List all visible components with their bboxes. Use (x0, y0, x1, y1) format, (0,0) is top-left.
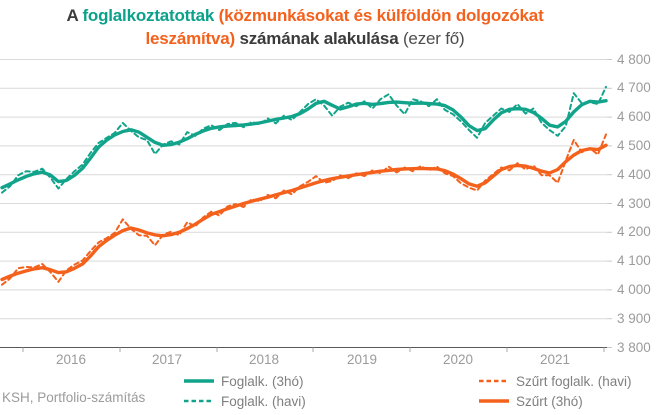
series-line-dashed-teal (1, 85, 607, 194)
legend-label: Szűrt (3hó) (516, 393, 583, 409)
title-segment: (közmunkásokat és külföldön dolgozókat (214, 6, 544, 25)
dashed-line-swatch-icon (184, 399, 214, 403)
y-axis-label: 4 100 (617, 253, 651, 269)
legend-item-foglalk-havi-[interactable]: Foglalk. (havi) (183, 391, 306, 411)
y-axis-label: 4 400 (617, 166, 651, 182)
title-segment: (ezer fő) (398, 28, 465, 48)
title-segment: leszámítva) (145, 28, 236, 48)
y-axis-label: 3 900 (617, 310, 651, 326)
legend-label: Foglalk. (3hó) (221, 373, 304, 389)
title-segment: foglalkoztatottak (82, 6, 215, 25)
x-axis-label: 2021 (539, 352, 571, 367)
y-axis-label: 4 600 (617, 109, 651, 125)
y-axis-label: 4 700 (617, 80, 651, 96)
title-segment: A (66, 6, 83, 25)
y-axis-label: 4 200 (617, 224, 651, 240)
x-axis-label: 2016 (55, 352, 87, 367)
series-line-solid-teal (0, 98, 608, 190)
series-line-solid-orange (0, 143, 608, 282)
source-note: KSH, Portfolio-számítás (2, 390, 146, 405)
legend-item-sz-rt-foglalk-havi-[interactable]: Szűrt foglalk. (havi) (478, 371, 632, 391)
y-axis-label: 3 800 (617, 339, 651, 355)
y-axis-label: 4 300 (617, 195, 651, 211)
legend-item-sz-rt-3h-[interactable]: Szűrt (3hó) (478, 391, 583, 411)
legend-item-foglalk-3h-[interactable]: Foglalk. (3hó) (183, 371, 304, 391)
y-axis-label: 4 800 (617, 51, 651, 67)
y-axis-label: 4 000 (617, 281, 651, 297)
x-axis-label: 2018 (248, 352, 280, 367)
x-axis-label: 2019 (346, 352, 378, 367)
solid-line-swatch-icon (184, 379, 214, 383)
dashed-line-swatch-icon (479, 379, 509, 383)
y-axis-label: 4 500 (617, 137, 651, 153)
x-axis-label: 2017 (151, 352, 183, 367)
x-axis-label: 2020 (442, 352, 474, 367)
legend-label: Foglalk. (havi) (221, 393, 306, 409)
title-segment: számának alakulása (234, 28, 399, 48)
solid-line-swatch-icon (479, 399, 509, 403)
legend-label: Szűrt foglalk. (havi) (516, 373, 632, 389)
chart-title: A foglalkoztatottak (közmunkásokat és kü… (10, 5, 600, 51)
